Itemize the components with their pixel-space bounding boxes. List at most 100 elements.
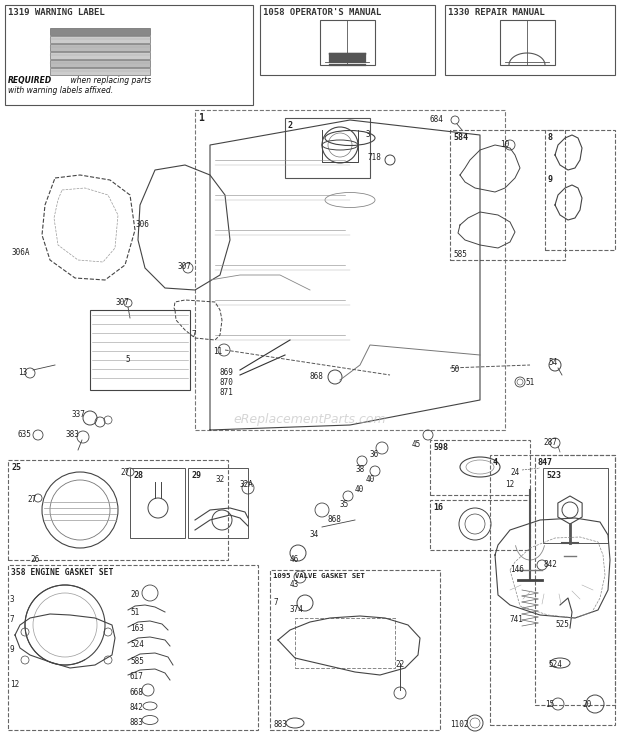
Text: eReplacementParts.com: eReplacementParts.com (234, 414, 386, 426)
Text: 10: 10 (500, 140, 509, 149)
Text: 3: 3 (365, 130, 370, 139)
Text: 9: 9 (548, 175, 553, 184)
Text: 524: 524 (548, 660, 562, 669)
Text: 617: 617 (130, 672, 144, 681)
Text: 15: 15 (545, 700, 554, 709)
Bar (445, 5, 615, 75)
Text: 668: 668 (130, 688, 144, 697)
Text: 3: 3 (10, 595, 15, 604)
Bar (50, 36, 150, 43)
Bar (195, 110, 505, 430)
Text: 883: 883 (273, 720, 287, 729)
Bar (50, 44, 150, 51)
Bar (543, 468, 608, 543)
Text: 34: 34 (310, 530, 319, 539)
Text: 842: 842 (543, 560, 557, 569)
Text: 26: 26 (30, 555, 39, 564)
Bar (430, 440, 530, 495)
Text: 38: 38 (355, 465, 365, 474)
Text: 163: 163 (130, 624, 144, 633)
Bar (430, 500, 530, 550)
Text: 54: 54 (548, 358, 557, 367)
Text: 7: 7 (192, 330, 197, 339)
Text: 306: 306 (135, 220, 149, 229)
Bar (535, 455, 615, 705)
Bar (50, 60, 150, 67)
Bar (500, 20, 555, 65)
Text: 7: 7 (273, 598, 278, 607)
Text: 1058 OPERATOR'S MANUAL: 1058 OPERATOR'S MANUAL (263, 8, 381, 17)
Text: 718: 718 (368, 153, 382, 162)
Text: 32: 32 (215, 475, 224, 484)
Text: 2: 2 (287, 121, 292, 130)
Text: 868: 868 (310, 372, 324, 381)
Text: 40: 40 (355, 485, 365, 494)
Text: 741: 741 (510, 615, 524, 624)
Text: 146: 146 (510, 565, 524, 574)
Text: 524: 524 (130, 640, 144, 649)
Text: REQUIRED: REQUIRED (8, 76, 52, 85)
Text: 40: 40 (366, 475, 375, 484)
Text: 1330 REPAIR MANUAL: 1330 REPAIR MANUAL (448, 8, 545, 17)
Text: 869: 869 (220, 368, 234, 377)
Text: 7: 7 (10, 615, 15, 624)
Bar (50, 28, 150, 35)
Text: 871: 871 (220, 388, 234, 397)
Text: 12: 12 (505, 480, 514, 489)
Text: 383: 383 (65, 430, 79, 439)
Bar (270, 570, 440, 730)
Text: 525: 525 (555, 620, 569, 629)
Bar (5, 5, 253, 105)
Text: 1319 WARNING LABEL: 1319 WARNING LABEL (8, 8, 105, 17)
Bar (295, 618, 395, 668)
Bar (490, 455, 615, 725)
Text: with warning labels affixed.: with warning labels affixed. (8, 86, 113, 95)
Text: 847: 847 (538, 458, 553, 467)
Text: 684: 684 (430, 115, 444, 124)
Text: 13: 13 (18, 368, 27, 377)
Text: 883: 883 (130, 718, 144, 727)
Text: 307: 307 (115, 298, 129, 307)
Bar (260, 5, 435, 75)
Text: 374: 374 (290, 605, 304, 614)
Text: 28: 28 (133, 471, 143, 480)
Text: 585: 585 (130, 657, 144, 666)
Bar (545, 130, 615, 250)
Text: 12: 12 (10, 680, 19, 689)
Text: 585: 585 (453, 250, 467, 259)
Bar (130, 468, 185, 538)
Text: 43: 43 (290, 580, 299, 589)
Text: 9: 9 (10, 645, 15, 654)
Text: 306A: 306A (12, 248, 30, 257)
Text: 29: 29 (191, 471, 201, 480)
Text: 45: 45 (412, 440, 421, 449)
Bar (320, 20, 375, 65)
Text: 4: 4 (493, 458, 498, 467)
Text: 51: 51 (525, 378, 534, 387)
Bar (50, 68, 150, 75)
Text: 46: 46 (290, 555, 299, 564)
Text: 16: 16 (433, 503, 443, 512)
Text: 358 ENGINE GASKET SET: 358 ENGINE GASKET SET (11, 568, 113, 577)
Text: 8: 8 (548, 133, 553, 142)
Text: 1102: 1102 (450, 720, 469, 729)
Text: 635: 635 (18, 430, 32, 439)
Text: 307: 307 (178, 262, 192, 271)
Text: 287: 287 (543, 438, 557, 447)
Text: 36: 36 (370, 450, 379, 459)
Text: 22: 22 (395, 660, 404, 669)
Bar (285, 118, 370, 178)
Text: 1: 1 (198, 113, 204, 123)
Bar (90, 310, 190, 390)
Bar (8, 460, 228, 560)
Text: 842: 842 (130, 703, 144, 712)
Text: 584: 584 (453, 133, 468, 142)
Text: 20: 20 (582, 700, 591, 709)
Text: when replacing parts: when replacing parts (68, 76, 151, 85)
Bar (50, 52, 150, 59)
Text: 24: 24 (510, 468, 520, 477)
Text: 1095 VALVE GASKET SET: 1095 VALVE GASKET SET (273, 573, 365, 579)
Text: 5: 5 (125, 355, 130, 364)
Text: 523: 523 (546, 471, 561, 480)
Text: 51: 51 (130, 608, 140, 617)
